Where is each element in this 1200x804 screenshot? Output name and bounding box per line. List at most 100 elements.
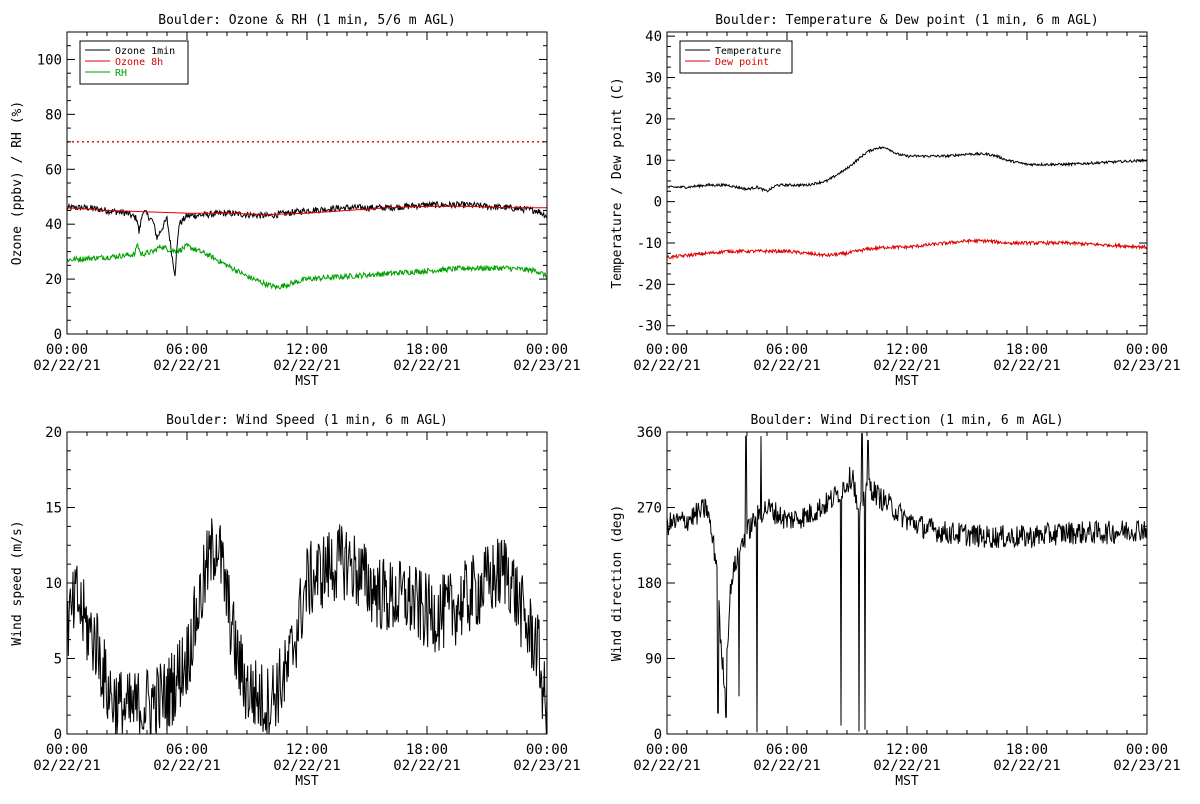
x-tick-date-label: 02/22/21 [993, 358, 1060, 374]
y-tick-label: 80 [45, 107, 62, 123]
series-line-2 [667, 237, 1147, 260]
x-tick-time-label: 06:00 [766, 342, 808, 358]
series-line-1 [67, 518, 547, 734]
x-axis-label: MST [895, 374, 919, 389]
y-tick-label: 60 [45, 162, 62, 178]
x-tick-time-label: 00:00 [46, 342, 88, 358]
x-tick-date-label: 02/23/21 [1113, 358, 1180, 374]
y-axis-label: Ozone (ppbv) / RH (%) [10, 101, 25, 265]
x-tick-time-label: 00:00 [526, 342, 568, 358]
y-tick-label: 360 [637, 425, 662, 441]
y-tick-label: 10 [45, 576, 62, 592]
chart-panel-1: Boulder: Ozone & RH (1 min, 5/6 m AGL) Oz… [10, 13, 581, 389]
x-tick-date-label: 02/22/21 [153, 358, 220, 374]
y-tick-label: -10 [637, 236, 662, 252]
y-tick-label: 270 [637, 501, 662, 517]
series-line-1 [67, 200, 547, 277]
x-tick-date-label: 02/22/21 [753, 758, 820, 774]
x-tick-date-label: 02/22/21 [633, 758, 700, 774]
legend-entry: Ozone 1min [115, 46, 175, 57]
chart-panel-2: Boulder: Temperature & Dew point (1 min,… [610, 13, 1181, 389]
chart-title: Boulder: Ozone & RH (1 min, 5/6 m AGL) [158, 13, 455, 28]
x-tick-date-label: 02/22/21 [873, 358, 940, 374]
y-tick-label: 100 [37, 52, 62, 68]
legend-entry: Dew point [715, 57, 769, 68]
y-axis-label: Temperature / Dew point (C) [610, 77, 625, 288]
x-tick-date-label: 02/22/21 [753, 358, 820, 374]
x-axis-label: MST [295, 374, 319, 389]
y-tick-label: 90 [645, 652, 662, 668]
x-tick-date-label: 02/22/21 [273, 358, 340, 374]
plot-area [67, 141, 547, 291]
x-axis-label: MST [295, 774, 319, 789]
x-tick-time-label: 12:00 [886, 342, 928, 358]
chart-panel-4: Boulder: Wind Direction (1 min, 6 m AGL)… [610, 413, 1181, 789]
legend-entry: Ozone 8h [115, 57, 163, 68]
chart-panel-3: Boulder: Wind Speed (1 min, 6 m AGL) Wind… [10, 413, 581, 789]
x-tick-time-label: 18:00 [1006, 742, 1048, 758]
legend-entry: Temperature [715, 46, 781, 57]
x-tick-time-label: 18:00 [406, 742, 448, 758]
x-tick-time-label: 06:00 [166, 342, 208, 358]
x-tick-time-label: 00:00 [646, 742, 688, 758]
y-axis-label: Wind speed (m/s) [10, 520, 25, 645]
x-tick-time-label: 06:00 [766, 742, 808, 758]
plot-area [67, 518, 547, 734]
y-axis-label: Wind direction (deg) [610, 505, 625, 662]
y-tick-label: 0 [654, 727, 662, 743]
x-tick-time-label: 00:00 [1126, 742, 1168, 758]
x-tick-date-label: 02/22/21 [393, 358, 460, 374]
y-tick-label: -20 [637, 277, 662, 293]
x-tick-time-label: 12:00 [286, 742, 328, 758]
x-tick-date-label: 02/22/21 [873, 758, 940, 774]
x-tick-time-label: 00:00 [46, 742, 88, 758]
x-tick-time-label: 00:00 [1126, 342, 1168, 358]
series-line-1 [667, 433, 1147, 733]
x-tick-date-label: 02/23/21 [1113, 758, 1180, 774]
x-tick-date-label: 02/23/21 [513, 758, 580, 774]
x-tick-date-label: 02/22/21 [393, 758, 460, 774]
y-tick-label: 20 [45, 425, 62, 441]
x-tick-time-label: 12:00 [286, 342, 328, 358]
y-tick-label: 20 [45, 272, 62, 288]
y-tick-label: 40 [645, 29, 662, 45]
x-tick-date-label: 02/23/21 [513, 358, 580, 374]
x-tick-time-label: 06:00 [166, 742, 208, 758]
x-tick-date-label: 02/22/21 [993, 758, 1060, 774]
x-tick-time-label: 12:00 [886, 742, 928, 758]
y-tick-label: 30 [645, 71, 662, 87]
y-tick-label: 180 [637, 576, 662, 592]
legend-box [79, 40, 189, 85]
x-tick-time-label: 18:00 [406, 342, 448, 358]
plot-area [667, 433, 1147, 733]
chart-title: Boulder: Wind Direction (1 min, 6 m AGL) [750, 413, 1063, 428]
y-tick-label: 15 [45, 501, 62, 517]
x-tick-date-label: 02/22/21 [33, 358, 100, 374]
x-tick-date-label: 02/22/21 [273, 758, 340, 774]
x-tick-date-label: 02/22/21 [633, 358, 700, 374]
y-tick-label: 0 [54, 327, 62, 343]
chart-title: Boulder: Wind Speed (1 min, 6 m AGL) [166, 413, 448, 428]
series-line-2 [67, 205, 547, 216]
x-tick-date-label: 02/22/21 [33, 758, 100, 774]
y-tick-label: 5 [54, 652, 62, 668]
series-line-3 [67, 242, 547, 291]
chart-title: Boulder: Temperature & Dew point (1 min,… [715, 13, 1099, 28]
y-tick-label: 40 [45, 217, 62, 233]
plot-frame [666, 31, 1148, 335]
y-tick-label: 0 [654, 195, 662, 211]
y-tick-label: 0 [54, 727, 62, 743]
x-tick-time-label: 00:00 [526, 742, 568, 758]
x-tick-time-label: 18:00 [1006, 342, 1048, 358]
x-tick-date-label: 02/22/21 [153, 758, 220, 774]
plot-area [667, 145, 1147, 260]
legend-box [679, 40, 793, 74]
x-axis-label: MST [895, 774, 919, 789]
series-line-1 [667, 145, 1147, 193]
legend-entry: RH [115, 68, 127, 79]
y-tick-label: 10 [645, 153, 662, 169]
